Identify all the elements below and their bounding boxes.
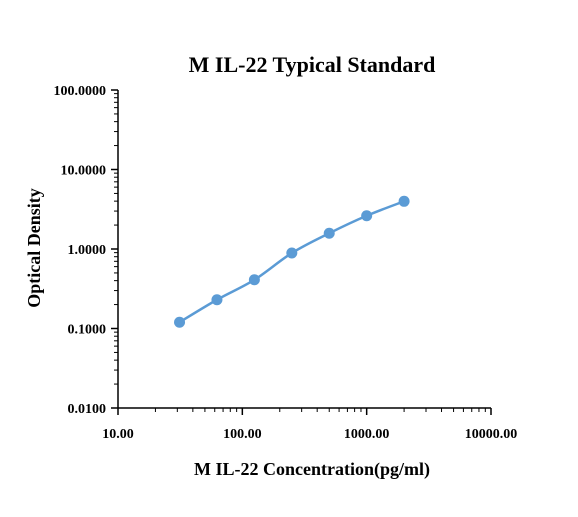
y-tick-label: 100.0000 [54,84,107,99]
y-axis-title: Optical Density [24,188,44,308]
axes: 10.00 100.00 1000.00 10000.00 0.0100 0.1000 1.… [54,84,518,442]
data-point [323,227,335,239]
x-axis-title: M IL-22 Concentration(pg/ml) [194,459,430,480]
data-point [361,210,373,222]
data-point [248,274,260,286]
data-point [398,195,410,207]
y-tick-label: 1.0000 [68,243,107,258]
plot-area [174,195,410,328]
x-tick-label: 1000.00 [344,427,390,442]
data-point [286,247,298,259]
data-point [211,294,223,306]
y-tick-label: 10.0000 [61,164,107,179]
x-tick-label: 10000.00 [465,427,518,442]
x-tick-label: 100.00 [223,427,262,442]
x-tick-label: 10.00 [102,427,134,442]
chart-title: M IL-22 Typical Standard [189,52,436,77]
y-tick-label: 0.0100 [68,402,107,417]
y-tick-label: 0.1000 [68,323,107,338]
data-point [174,316,186,328]
